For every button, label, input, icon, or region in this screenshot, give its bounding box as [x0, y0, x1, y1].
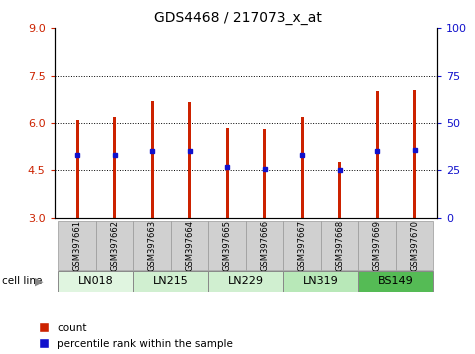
Text: LN018: LN018	[78, 276, 114, 286]
Text: GSM397667: GSM397667	[297, 219, 306, 271]
Text: GSM397670: GSM397670	[410, 219, 419, 271]
Bar	[151, 101, 153, 218]
Text: LN229: LN229	[228, 276, 264, 286]
FancyBboxPatch shape	[209, 271, 283, 292]
Text: GDS4468 / 217073_x_at: GDS4468 / 217073_x_at	[153, 11, 322, 25]
Bar	[188, 103, 191, 218]
Bar	[413, 90, 416, 218]
FancyBboxPatch shape	[283, 221, 321, 270]
FancyBboxPatch shape	[283, 271, 358, 292]
Text: GSM397666: GSM397666	[260, 219, 269, 271]
Text: GSM397665: GSM397665	[223, 219, 232, 271]
Text: ▶: ▶	[35, 276, 44, 286]
Bar	[301, 117, 304, 218]
FancyBboxPatch shape	[396, 221, 433, 270]
Bar	[338, 162, 341, 218]
FancyBboxPatch shape	[133, 221, 171, 270]
Bar	[76, 120, 79, 218]
FancyBboxPatch shape	[209, 221, 246, 270]
Text: cell line: cell line	[2, 276, 43, 286]
FancyBboxPatch shape	[171, 221, 209, 270]
Text: BS149: BS149	[378, 276, 414, 286]
Text: GSM397668: GSM397668	[335, 219, 344, 271]
Text: GSM397663: GSM397663	[148, 219, 157, 271]
FancyBboxPatch shape	[133, 271, 209, 292]
FancyBboxPatch shape	[358, 271, 433, 292]
Legend: count, percentile rank within the sample: count, percentile rank within the sample	[38, 323, 233, 349]
Bar	[226, 128, 228, 218]
FancyBboxPatch shape	[321, 221, 358, 270]
FancyBboxPatch shape	[96, 221, 133, 270]
Text: LN215: LN215	[153, 276, 189, 286]
Text: GSM397661: GSM397661	[73, 219, 82, 271]
Text: LN319: LN319	[303, 276, 339, 286]
FancyBboxPatch shape	[58, 271, 133, 292]
Bar	[376, 91, 379, 218]
FancyBboxPatch shape	[246, 221, 283, 270]
FancyBboxPatch shape	[58, 221, 96, 270]
Text: GSM397669: GSM397669	[372, 219, 381, 271]
FancyBboxPatch shape	[358, 221, 396, 270]
Bar	[263, 129, 266, 218]
Text: GSM397664: GSM397664	[185, 219, 194, 271]
Bar	[113, 117, 116, 218]
Text: GSM397662: GSM397662	[110, 219, 119, 271]
